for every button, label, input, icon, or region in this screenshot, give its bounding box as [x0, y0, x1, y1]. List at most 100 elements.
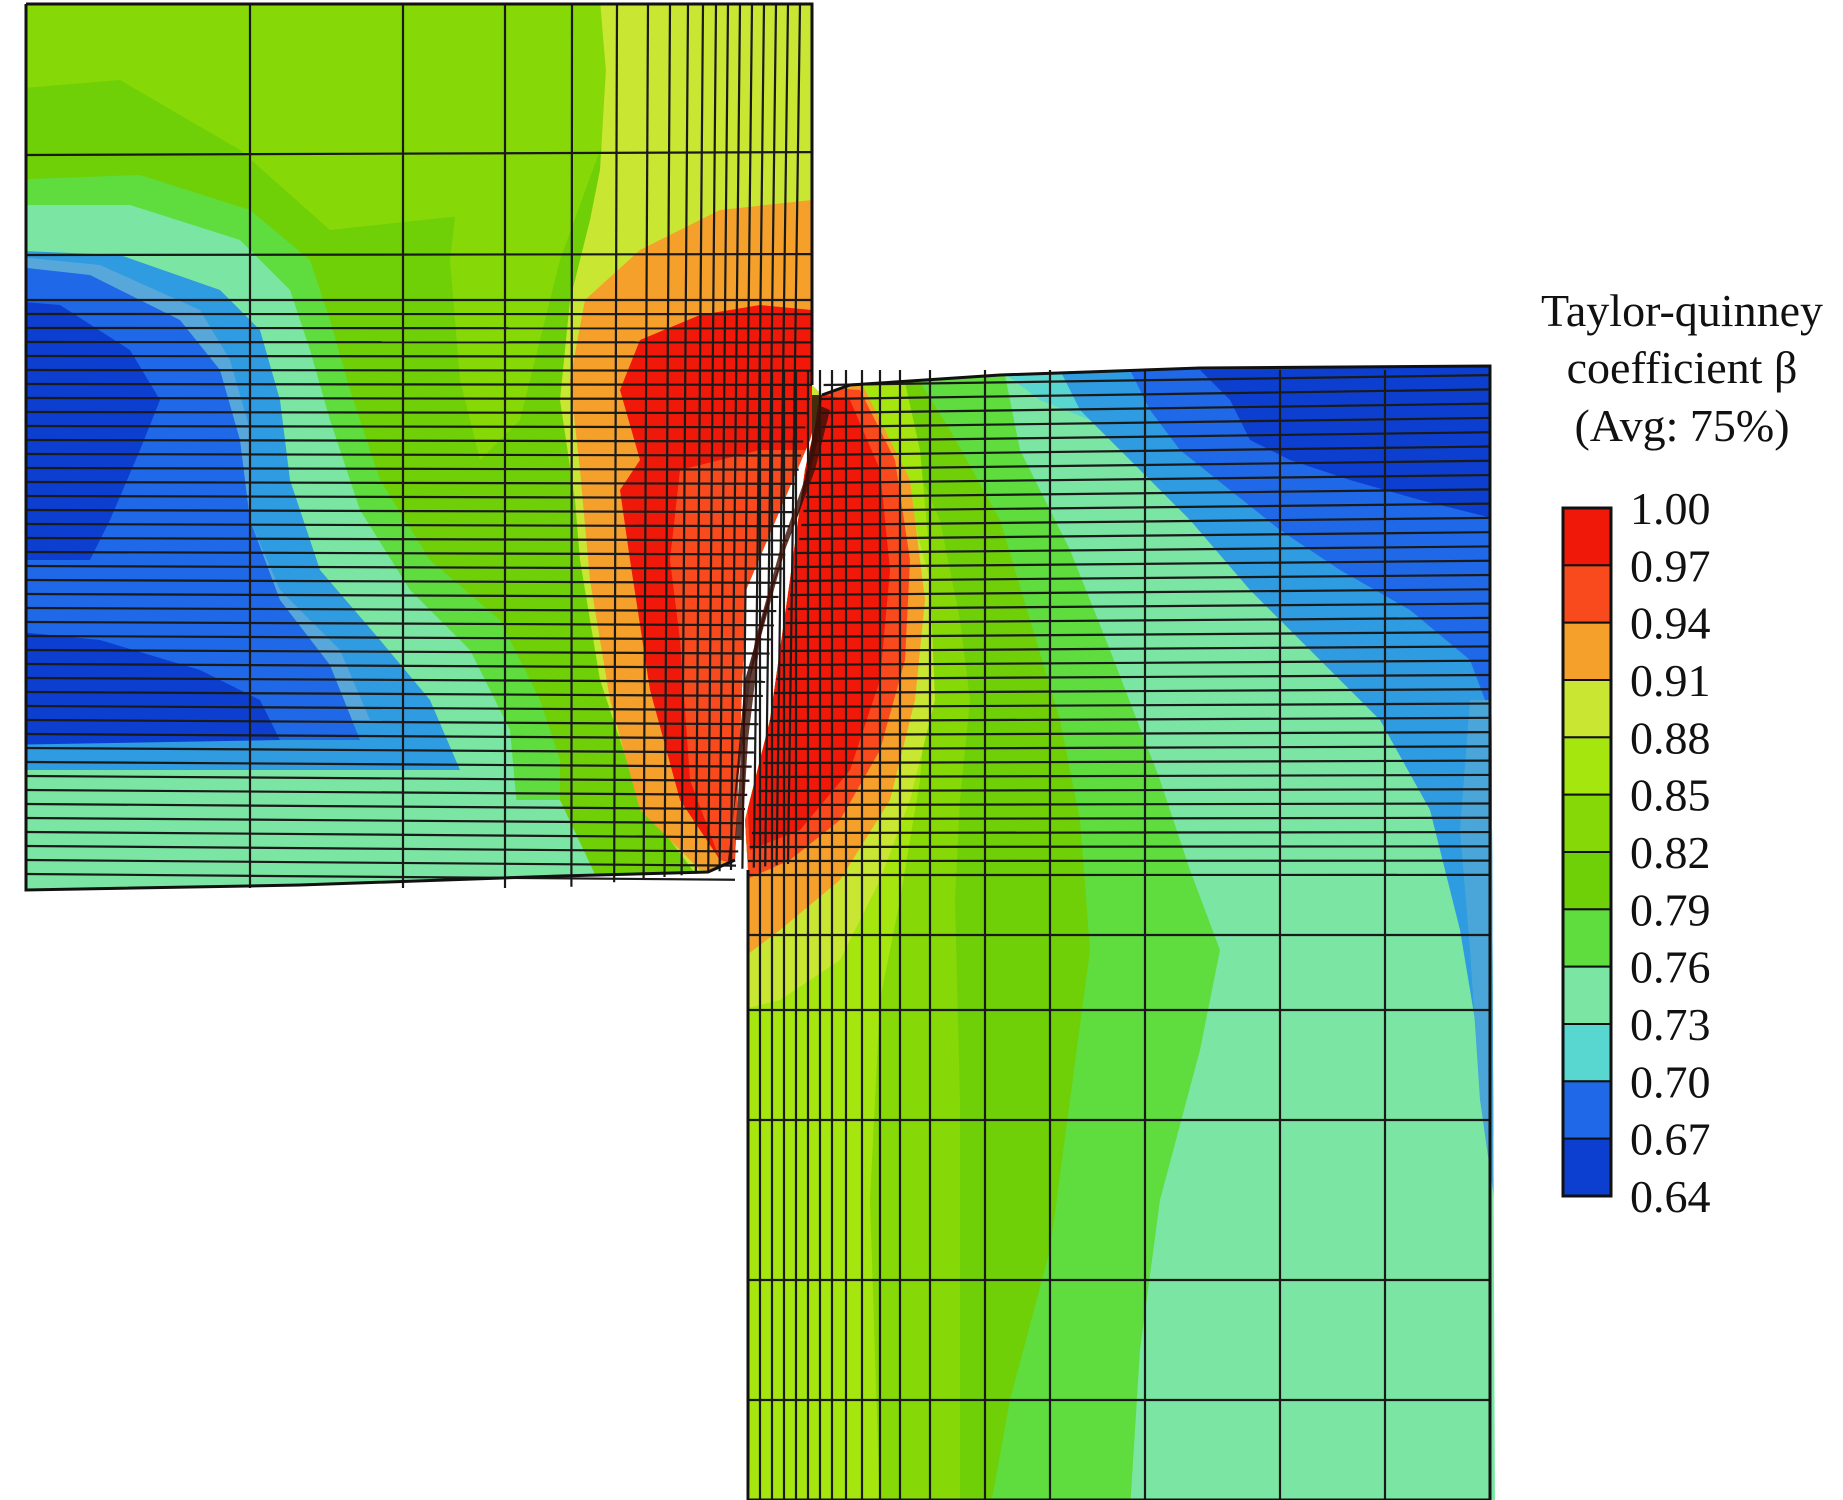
legend-title-line2: coefficient β [1567, 342, 1798, 393]
mesh-line [794, 559, 1491, 569]
legend-tick-label: 0.73 [1630, 999, 1711, 1050]
mesh-line [25, 704, 761, 712]
mesh-line [792, 573, 1491, 583]
legend-swatch [1562, 1137, 1612, 1197]
mesh-line [821, 388, 1491, 401]
mesh-line [25, 648, 770, 655]
mesh-line [25, 620, 775, 627]
legend-swatch [1562, 507, 1612, 567]
mesh-line [25, 508, 793, 514]
mesh-line [749, 845, 1491, 849]
mesh-line [25, 690, 763, 698]
legend-swatch [1562, 908, 1612, 968]
legend-tick-label: 0.76 [1630, 942, 1711, 993]
mesh-line [767, 730, 1491, 737]
legend-swatch [1562, 564, 1612, 624]
mesh-line [25, 253, 813, 257]
mesh-line [25, 676, 766, 683]
mesh-line [805, 488, 1491, 499]
mesh-line [801, 516, 1491, 527]
mesh-line [718, 3, 730, 872]
legend-swatch [1562, 1023, 1612, 1083]
mesh-line [25, 382, 813, 386]
right-block [745, 366, 1495, 1500]
mesh-line [778, 659, 1491, 667]
legend-tick-label: 0.88 [1630, 712, 1711, 763]
mesh-line [25, 480, 797, 485]
mesh-line [787, 602, 1491, 611]
legend-tick-label: 0.70 [1630, 1056, 1711, 1107]
mesh-line [694, 3, 705, 874]
mesh-line [729, 3, 742, 871]
mesh-line [25, 410, 808, 415]
mesh-line [796, 545, 1491, 555]
mesh-line [25, 592, 779, 599]
mesh-line [754, 816, 1491, 821]
mesh-line [823, 374, 1491, 387]
mesh-line [25, 760, 752, 768]
mesh-line [756, 802, 1491, 807]
mesh-line [758, 788, 1491, 793]
mesh-line [25, 368, 813, 372]
mesh-line [751, 830, 1491, 835]
mesh-line [25, 788, 748, 796]
mesh-line [798, 531, 1491, 541]
legend-colorbar-border [1561, 506, 1613, 1198]
mesh-line [25, 578, 781, 584]
mesh-line [25, 732, 757, 740]
mesh-line [570, 3, 574, 887]
mesh-lines [25, 3, 1491, 1500]
mesh-line [25, 830, 741, 839]
legend-swatch [1562, 736, 1612, 796]
mesh-line [816, 416, 1491, 429]
legend-tick-label: 0.85 [1630, 770, 1711, 821]
legend-tick-labels: 1.00 0.97 0.94 0.91 0.88 0.85 0.82 0.79 0.76 0.73… [1630, 483, 1711, 1222]
mesh-line [25, 536, 788, 542]
mesh-line [25, 564, 784, 570]
mesh-line [803, 502, 1491, 513]
mesh-line [25, 816, 743, 825]
shear-band [728, 395, 830, 865]
legend-colorbar [1561, 506, 1613, 1198]
mesh-line [25, 844, 739, 853]
left-block-outline [24, 2, 814, 892]
mesh-line [25, 746, 754, 754]
legend-title-line3: (Avg: 75%) [1574, 400, 1789, 451]
legend-title-line1: Taylor-quinney [1541, 285, 1823, 336]
mesh-line [814, 431, 1491, 443]
mesh-line [25, 718, 759, 726]
mesh-line [25, 858, 737, 867]
legend-swatch [1562, 965, 1612, 1026]
mesh-line [25, 424, 806, 429]
legend-tick-label: 0.94 [1630, 598, 1711, 649]
mesh-line [680, 3, 690, 876]
legend-swatch [1562, 621, 1612, 682]
mesh-line [25, 662, 768, 669]
legend-tick-label: 0.64 [1630, 1171, 1711, 1222]
right-block-outline [746, 364, 1492, 1500]
legend-tick-label: 0.79 [1630, 884, 1711, 935]
mesh-line [810, 459, 1491, 471]
mesh-line [807, 473, 1491, 485]
legend: Taylor-quinney coefficient β (Avg: 75%) … [1541, 285, 1823, 1222]
legend-tick-label: 0.91 [1630, 655, 1711, 706]
mesh-line [781, 645, 1491, 653]
mesh-line [707, 3, 718, 873]
mesh-line [760, 773, 1491, 779]
legend-swatch [1562, 793, 1612, 854]
mesh-line [25, 151, 813, 157]
mesh-line [25, 494, 795, 500]
legend-swatch [1562, 851, 1612, 911]
mesh-line [25, 396, 810, 401]
mesh-line [25, 550, 786, 556]
legend-swatch [1562, 1080, 1612, 1140]
mesh-line [772, 702, 1491, 709]
mesh-line [25, 452, 801, 457]
legend-tick-label: 0.82 [1630, 827, 1711, 878]
mesh-line [613, 3, 619, 883]
mesh-line [764, 3, 778, 867]
mesh-line [819, 402, 1491, 415]
mesh-line [25, 466, 799, 471]
mesh-line [25, 438, 804, 443]
